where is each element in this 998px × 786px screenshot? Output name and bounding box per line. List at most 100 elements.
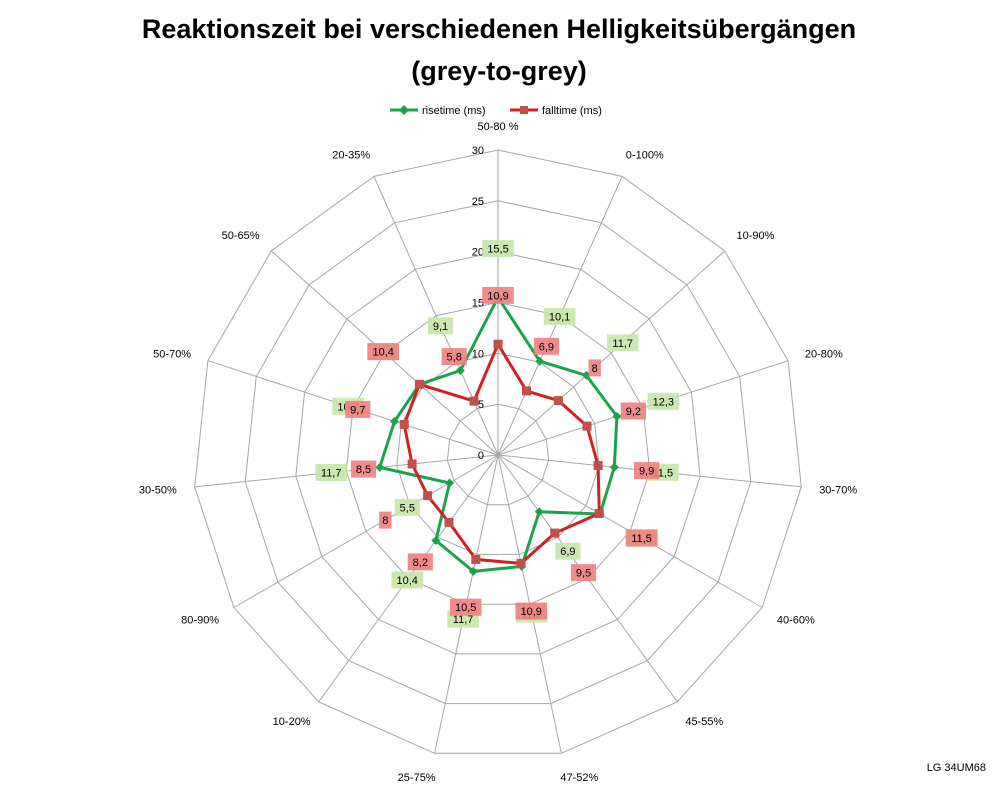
- falltime-label-box: [441, 348, 467, 366]
- falltime-label-box: [634, 462, 660, 480]
- risetime-label: 5,5: [400, 502, 415, 514]
- category-label: 10-90%: [737, 230, 775, 242]
- legend: risetime (ms) falltime (ms): [390, 105, 602, 117]
- legend-fall-marker: [520, 106, 528, 114]
- falltime-label-box: [350, 460, 377, 478]
- category-label: 20-35%: [332, 149, 370, 161]
- falltime-label: 5,8: [447, 352, 462, 364]
- falltime-point: [550, 528, 560, 538]
- falltime-label-box: [482, 286, 514, 304]
- risetime-label-box: [394, 498, 420, 516]
- falltime-label-box: [620, 402, 646, 420]
- risetime-label: 15,5: [487, 244, 508, 256]
- risetime-label: 11,7: [612, 338, 633, 350]
- risetime-point: [609, 462, 619, 472]
- risetime-label: 6,9: [560, 546, 575, 558]
- category-label: 50-80 %: [478, 121, 519, 133]
- falltime-line: [402, 342, 601, 565]
- grid-spoke: [373, 176, 499, 456]
- falltime-label: 9,7: [350, 404, 365, 416]
- falltime-label-box: [449, 598, 482, 616]
- category-label: 20-80%: [805, 348, 843, 360]
- risetime-point: [535, 356, 545, 366]
- risetime-point: [390, 416, 400, 426]
- falltime-point: [414, 379, 424, 389]
- tick-label: 10: [472, 348, 484, 360]
- risetime-point: [445, 478, 455, 488]
- falltime-label: 10,9: [520, 606, 541, 618]
- category-label: 30-50%: [139, 484, 177, 496]
- falltime-point: [582, 421, 592, 431]
- tick-label: 5: [478, 399, 484, 411]
- falltime-point: [522, 386, 531, 396]
- falltime-label-box: [588, 359, 601, 377]
- falltime-label: 9,9: [639, 466, 654, 478]
- grid-ring: [345, 301, 651, 605]
- falltime-label: 9,2: [626, 406, 641, 418]
- falltime-label: 8: [382, 515, 388, 527]
- chart-title: Reaktionszeit bei verschiedenen Helligke…: [0, 8, 998, 92]
- category-label: 30-70%: [819, 484, 857, 496]
- falltime-label: 9,5: [576, 568, 591, 580]
- risetime-label: 9,1: [433, 321, 448, 333]
- chart-title-line2: (grey-to-grey): [411, 56, 587, 86]
- falltime-point: [469, 396, 479, 406]
- falltime-label-box: [379, 511, 392, 529]
- falltime-label-box: [345, 400, 371, 418]
- tick-label: 25: [472, 196, 484, 208]
- category-label: 0-100%: [626, 149, 664, 161]
- falltime-label: 10,9: [487, 290, 508, 302]
- falltime-point: [493, 339, 503, 349]
- risetime-label-box: [606, 334, 639, 352]
- falltime-label: 6,9: [539, 341, 554, 353]
- risetime-label-box: [543, 308, 576, 326]
- risetime-label: 10,4: [396, 575, 417, 587]
- risetime-point: [468, 566, 478, 576]
- risetime-label-box: [647, 392, 680, 410]
- risetime-point: [375, 462, 385, 472]
- risetime-label: 12,3: [653, 396, 674, 408]
- legend-rise-marker: [399, 105, 409, 115]
- grid-spoke: [233, 454, 499, 608]
- tick-label: 20: [472, 247, 484, 259]
- risetime-label-box: [427, 317, 454, 335]
- risetime-label-box: [391, 571, 423, 589]
- falltime-label: 11,5: [631, 533, 652, 545]
- falltime-point: [407, 459, 417, 469]
- grid-ring: [295, 251, 701, 655]
- grid-ring: [446, 403, 550, 506]
- risetime-label: 10,1: [549, 312, 570, 324]
- falltime-point: [444, 517, 454, 527]
- tick-label: 15: [472, 298, 484, 310]
- falltime-point: [516, 558, 526, 568]
- radial-tick-labels: 0 5 10 15 20 25 30: [472, 145, 484, 462]
- category-label: 25-75%: [398, 772, 436, 784]
- falltime-label-box: [570, 564, 597, 582]
- falltime-point: [553, 396, 563, 406]
- legend-fall-label: falltime (ms): [542, 105, 602, 117]
- risetime-label: 11,7: [453, 614, 474, 626]
- risetime-label: 11,7: [321, 468, 342, 480]
- risetime-label-box: [555, 542, 581, 560]
- falltime-label-box: [625, 529, 658, 547]
- falltime-label-box: [407, 553, 433, 571]
- falltime-point: [594, 509, 604, 518]
- falltime-label: 8,5: [356, 464, 371, 476]
- category-label: 45-55%: [685, 716, 723, 728]
- chart-title-line1: Reaktionszeit bei verschiedenen Helligke…: [141, 14, 857, 44]
- category-labels: 50-80 % 0-100% 10-90% 20-80% 30-70% 40-60% 45-…: [139, 121, 857, 784]
- category-label: 40-60%: [777, 615, 815, 627]
- tick-label: 30: [472, 145, 484, 157]
- grid-ring: [194, 149, 802, 754]
- risetime-point: [431, 536, 441, 546]
- category-label: 10-20%: [273, 716, 311, 728]
- data-labels: 15,510,111,712,311,511,66,911,211,710,45…: [315, 240, 680, 628]
- falltime-label: 8,2: [413, 557, 428, 569]
- monitor-model-label: LG 34UM68: [926, 762, 986, 774]
- falltime-point: [399, 420, 409, 429]
- risetime-point: [455, 365, 465, 375]
- legend-rise-label: risetime (ms): [422, 105, 486, 117]
- falltime-label: 8: [592, 363, 598, 375]
- grid-spoke: [497, 250, 726, 456]
